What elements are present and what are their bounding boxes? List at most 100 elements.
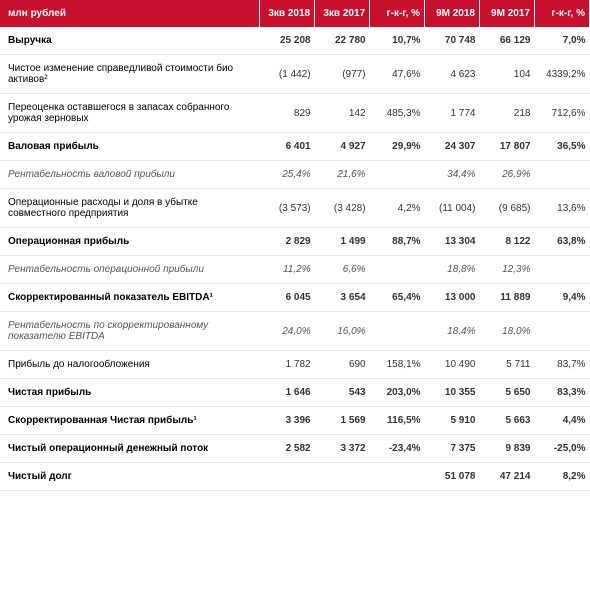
row-value: 18,0% [480, 312, 535, 351]
row-value: 5 910 [425, 407, 480, 435]
table-row: Прибыль до налогообложения1 782690158,1%… [0, 351, 590, 379]
row-value: 4339,2% [534, 55, 589, 94]
row-value: 2 582 [260, 435, 315, 463]
row-value: (11 004) [425, 189, 480, 228]
table-row: Скорректированная Чистая прибыль¹3 3961 … [0, 407, 590, 435]
financial-table: млн рублей 3кв 2018 3кв 2017 г-к-г, % 9М… [0, 0, 590, 491]
row-label: Операционная прибыль [0, 228, 260, 256]
row-value [534, 312, 589, 351]
row-value: 24,0% [260, 312, 315, 351]
row-value: 6,6% [315, 256, 370, 284]
row-label: Чистое изменение справедливой стоимости … [0, 55, 260, 94]
header-col-3: 9М 2018 [425, 0, 480, 27]
row-value: (3 573) [260, 189, 315, 228]
row-value: 5 650 [480, 379, 535, 407]
row-value: 11,2% [260, 256, 315, 284]
table-body: Выручка25 20822 78010,7%70 74866 1297,0%… [0, 27, 590, 491]
row-value: 47 214 [480, 463, 535, 491]
row-value: 29,9% [370, 133, 425, 161]
row-value: 36,5% [534, 133, 589, 161]
row-value: 17 807 [480, 133, 535, 161]
row-value: 21,6% [315, 161, 370, 189]
row-value: 3 372 [315, 435, 370, 463]
row-value: 543 [315, 379, 370, 407]
row-value: 690 [315, 351, 370, 379]
row-value: 34,4% [425, 161, 480, 189]
row-value: 158,1% [370, 351, 425, 379]
row-value: 6 401 [260, 133, 315, 161]
row-value: 18,8% [425, 256, 480, 284]
row-label: Чистый операционный денежный поток [0, 435, 260, 463]
table-row: Рентабельность операционной прибыли11,2%… [0, 256, 590, 284]
row-value [370, 161, 425, 189]
row-value: 1 569 [315, 407, 370, 435]
row-value: 66 129 [480, 27, 535, 55]
row-value: 4 623 [425, 55, 480, 94]
header-row: млн рублей 3кв 2018 3кв 2017 г-к-г, % 9М… [0, 0, 590, 27]
row-value: 1 782 [260, 351, 315, 379]
row-value: 51 078 [425, 463, 480, 491]
row-value: 4,4% [534, 407, 589, 435]
row-value: 13 304 [425, 228, 480, 256]
table-row: Валовая прибыль6 4014 92729,9%24 30717 8… [0, 133, 590, 161]
row-value: 12,3% [480, 256, 535, 284]
row-value: -23,4% [370, 435, 425, 463]
table-row: Чистый операционный денежный поток2 5823… [0, 435, 590, 463]
row-value: 203,0% [370, 379, 425, 407]
row-value: 13,6% [534, 189, 589, 228]
row-value: 4 927 [315, 133, 370, 161]
row-value: 70 748 [425, 27, 480, 55]
row-value: 16,0% [315, 312, 370, 351]
row-value: 1 499 [315, 228, 370, 256]
row-value: 9 839 [480, 435, 535, 463]
header-col-1: 3кв 2017 [315, 0, 370, 27]
row-value: 2 829 [260, 228, 315, 256]
row-value [370, 256, 425, 284]
table-row: Скорректированный показатель EBITDA¹6 04… [0, 284, 590, 312]
row-value: 829 [260, 94, 315, 133]
row-label: Рентабельность по скорректированному пок… [0, 312, 260, 351]
header-col-4: 9М 2017 [480, 0, 535, 27]
row-value: 25 208 [260, 27, 315, 55]
row-value: 3 396 [260, 407, 315, 435]
table-row: Рентабельность по скорректированному пок… [0, 312, 590, 351]
header-label: млн рублей [0, 0, 260, 27]
row-value: 83,3% [534, 379, 589, 407]
row-value: 7 375 [425, 435, 480, 463]
row-value: 65,4% [370, 284, 425, 312]
row-value: 10 490 [425, 351, 480, 379]
row-value: 6 045 [260, 284, 315, 312]
row-value: 11 889 [480, 284, 535, 312]
row-value: 22 780 [315, 27, 370, 55]
header-col-5: г-к-г, % [534, 0, 589, 27]
row-value: 1 774 [425, 94, 480, 133]
row-value: 83,7% [534, 351, 589, 379]
row-value: 1 646 [260, 379, 315, 407]
table-row: Чистое изменение справедливой стоимости … [0, 55, 590, 94]
row-value: 218 [480, 94, 535, 133]
header-col-0: 3кв 2018 [260, 0, 315, 27]
row-label: Чистый долг [0, 463, 260, 491]
row-value: 7,0% [534, 27, 589, 55]
row-value [370, 312, 425, 351]
row-value: 485,3% [370, 94, 425, 133]
row-value: 142 [315, 94, 370, 133]
table-row: Выручка25 20822 78010,7%70 74866 1297,0% [0, 27, 590, 55]
row-label: Выручка [0, 27, 260, 55]
row-value: 13 000 [425, 284, 480, 312]
table-row: Чистая прибыль1 646543203,0%10 3555 6508… [0, 379, 590, 407]
row-value [534, 161, 589, 189]
row-value: 9,4% [534, 284, 589, 312]
row-value: 24 307 [425, 133, 480, 161]
row-value: (3 428) [315, 189, 370, 228]
table-row: Операционные расходы и доля в убытке сов… [0, 189, 590, 228]
row-value: 8,2% [534, 463, 589, 491]
row-value: (1 442) [260, 55, 315, 94]
row-label: Переоценка оставшегося в запасах собранн… [0, 94, 260, 133]
row-value: 5 663 [480, 407, 535, 435]
table-row: Переоценка оставшегося в запасах собранн… [0, 94, 590, 133]
row-label: Чистая прибыль [0, 379, 260, 407]
row-value [260, 463, 315, 491]
row-value: 3 654 [315, 284, 370, 312]
row-value: 25,4% [260, 161, 315, 189]
